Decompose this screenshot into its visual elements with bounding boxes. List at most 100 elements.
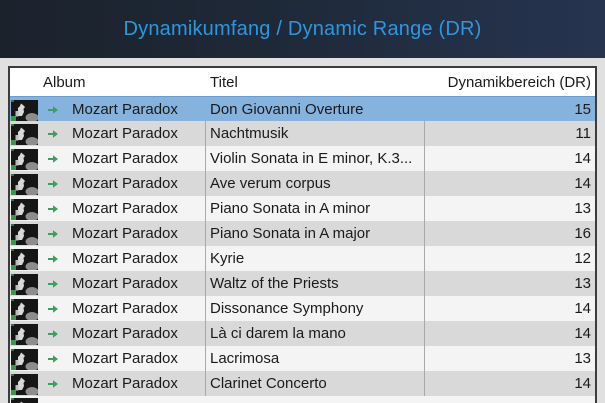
table-row[interactable]: Mozart Paradox Kyrie 12 — [10, 246, 595, 271]
album-art-thumbnail-icon — [11, 148, 38, 170]
album-cell-text: Mozart Paradox — [72, 200, 178, 217]
green-right-arrow-icon — [47, 204, 59, 214]
titel-cell: Kyrie — [206, 246, 425, 271]
table-row[interactable]: Mozart Paradox Nachtmusik 11 — [10, 121, 595, 146]
album-cell: Mozart Paradox — [42, 146, 206, 171]
titel-cell: Piano Sonata in A minor — [206, 196, 425, 221]
album-cell-text: Mozart Paradox — [72, 375, 178, 392]
album-art-cell — [10, 246, 42, 271]
album-art-thumbnail-icon — [11, 173, 38, 195]
titel-cell: Nachtmusik — [206, 121, 425, 146]
titel-cell: Ave verum corpus — [206, 171, 425, 196]
titel-cell: Là ci darem la mano — [206, 321, 425, 346]
green-right-arrow-icon — [47, 154, 59, 164]
album-cell: Mozart Paradox — [42, 246, 206, 271]
album-cell: Mozart Paradox — [42, 346, 206, 371]
album-art-thumbnail-icon — [11, 298, 38, 320]
dynamic-range-table: Album Titel Dynamikbereich (DR) Mozart P… — [8, 66, 597, 403]
album-art-cell — [10, 171, 42, 196]
album-art-cell — [10, 396, 42, 403]
album-cell: Mozart Paradox — [42, 171, 206, 196]
album-art-thumbnail-icon — [11, 223, 38, 245]
table-body: Mozart Paradox Don Giovanni Overture 15 … — [10, 96, 595, 403]
table-frame: Album Titel Dynamikbereich (DR) Mozart P… — [0, 58, 605, 403]
table-row[interactable]: Mozart Paradox Lacrimosa 13 — [10, 346, 595, 371]
green-right-arrow-icon — [47, 179, 59, 189]
titel-cell: Waltz of the Priests — [206, 271, 425, 296]
album-art-cell — [10, 97, 42, 122]
dr-cell: 11 — [575, 125, 591, 142]
album-cell: Mozart Paradox — [42, 296, 206, 321]
album-cell: Mozart Paradox — [42, 271, 206, 296]
album-column-header[interactable]: Album — [43, 73, 86, 91]
album-art-thumbnail-icon — [11, 198, 38, 220]
album-art-thumbnail-icon — [11, 123, 38, 145]
album-cell-text: Mozart Paradox — [72, 300, 178, 317]
titel-column-header[interactable]: Titel — [210, 73, 238, 91]
dr-column-header[interactable]: Dynamikbereich (DR) — [447, 73, 591, 91]
dr-cell: 14 — [574, 300, 591, 317]
table-row[interactable]: Mozart Paradox Là ci darem la mano 14 — [10, 321, 595, 346]
dr-cell: 14 — [574, 150, 591, 167]
album-cell-text: Mozart Paradox — [72, 150, 178, 167]
album-art-cell — [10, 346, 42, 371]
titel-cell: Lacrimosa — [206, 346, 425, 371]
dr-cell: 15 — [574, 101, 591, 118]
album-cell: Mozart Paradox — [42, 371, 206, 396]
album-cell-text: Mozart Paradox — [72, 275, 178, 292]
table-row[interactable]: Mozart Paradox Ave verum corpus 14 — [10, 171, 595, 196]
titel-cell: Don Giovanni Overture — [210, 101, 364, 118]
dr-cell: 14 — [574, 175, 591, 192]
album-art-cell — [10, 146, 42, 171]
titel-cell: Violin Sonata in E minor, K.3... — [206, 146, 425, 171]
green-right-arrow-icon — [47, 279, 59, 289]
table-row[interactable]: Mozart Paradox Dissonance Symphony 14 — [10, 296, 595, 321]
green-right-arrow-icon — [47, 379, 59, 389]
album-art-cell — [10, 371, 42, 396]
table-row[interactable]: Mozart Paradox Violin Sonata in E minor,… — [10, 146, 595, 171]
album-cell: Mozart Paradox — [42, 221, 206, 246]
album-cell: Mozart Paradox — [42, 196, 206, 221]
green-right-arrow-icon — [47, 304, 59, 314]
table-row[interactable]: Mozart Paradox Don Giovanni Overture 15 — [10, 96, 595, 121]
title-bar: Dynamikumfang / Dynamic Range (DR) — [0, 0, 605, 58]
dr-cell: 12 — [574, 250, 591, 267]
green-right-arrow-icon — [47, 254, 59, 264]
titel-cell: Piano Sonata in A major — [206, 221, 425, 246]
album-art-thumbnail-icon — [11, 323, 38, 345]
album-art-cell — [10, 221, 42, 246]
album-art-cell — [10, 296, 42, 321]
table-row[interactable]: Mozart Paradox Piano Sonata in A minor 1… — [10, 196, 595, 221]
green-right-arrow-icon — [47, 354, 59, 364]
album-cell-text: Mozart Paradox — [72, 325, 178, 342]
album-art-thumbnail-icon — [11, 99, 38, 121]
album-cell-text: Mozart Paradox — [72, 225, 178, 242]
dr-cell: 14 — [574, 375, 591, 392]
album-art-thumbnail-icon — [11, 398, 38, 403]
green-right-arrow-icon — [47, 105, 59, 115]
table-header-row: Album Titel Dynamikbereich (DR) — [10, 68, 595, 96]
titel-cell: Clarinet Concerto — [206, 371, 425, 396]
table-row[interactable]: Mozart Paradox Piano Sonata in A major 1… — [10, 221, 595, 246]
album-cell-text: Mozart Paradox — [72, 175, 178, 192]
titel-cell: Dissonance Symphony — [206, 296, 425, 321]
album-cell-text: Mozart Paradox — [72, 125, 178, 142]
dr-cell: 13 — [574, 200, 591, 217]
album-cell-text: Mozart Paradox — [72, 250, 178, 267]
green-right-arrow-icon — [47, 229, 59, 239]
album-cell-text: Mozart Paradox — [72, 350, 178, 367]
partial-table-row[interactable] — [10, 396, 595, 403]
album-cell: Mozart Paradox — [42, 97, 206, 122]
green-right-arrow-icon — [47, 129, 59, 139]
album-art-thumbnail-icon — [11, 348, 38, 370]
album-art-thumbnail-icon — [11, 373, 38, 395]
dr-cell: 16 — [574, 225, 591, 242]
green-right-arrow-icon — [47, 329, 59, 339]
album-art-thumbnail-icon — [11, 273, 38, 295]
album-art-cell — [10, 121, 42, 146]
album-cell: Mozart Paradox — [42, 121, 206, 146]
table-row[interactable]: Mozart Paradox Waltz of the Priests 13 — [10, 271, 595, 296]
album-cell-text: Mozart Paradox — [72, 101, 178, 118]
table-row[interactable]: Mozart Paradox Clarinet Concerto 14 — [10, 371, 595, 396]
album-art-cell — [10, 321, 42, 346]
